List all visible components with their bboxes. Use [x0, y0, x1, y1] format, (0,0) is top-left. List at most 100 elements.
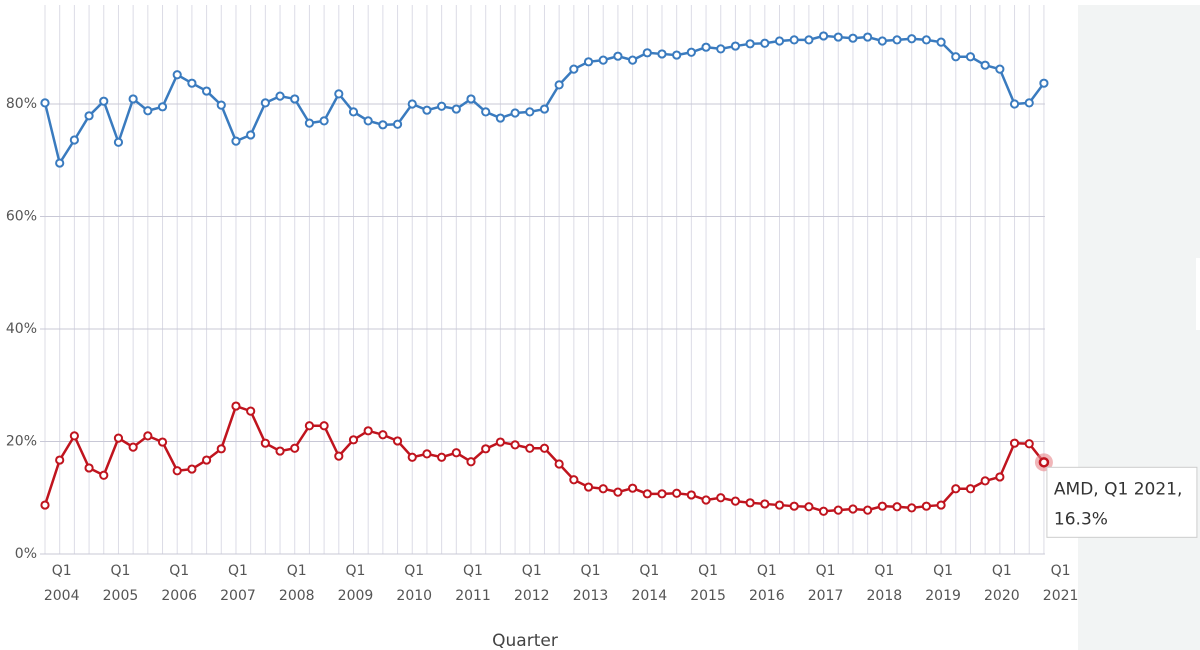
- data-point: [466, 457, 476, 467]
- y-tick-label: 80%: [6, 96, 37, 112]
- data-point: [907, 34, 917, 44]
- data-point: [569, 475, 579, 485]
- data-point: [113, 433, 124, 443]
- x-tick-label: 2012: [514, 588, 550, 604]
- data-point: [157, 102, 168, 112]
- x-tick-label: Q1: [346, 563, 366, 579]
- data-point: [642, 48, 652, 58]
- data-point: [334, 451, 344, 461]
- data-point: [525, 443, 535, 453]
- data-point: [99, 96, 109, 106]
- x-tick-label: 2011: [455, 588, 491, 604]
- x-tick-label: 2021: [1043, 588, 1079, 604]
- data-point: [789, 501, 799, 511]
- x-tick-label: 2010: [396, 588, 432, 604]
- data-point: [613, 51, 623, 61]
- x-tick-label: Q1: [1051, 563, 1071, 579]
- data-point: [539, 443, 550, 453]
- data-point: [40, 98, 50, 108]
- x-tick-label: 2006: [161, 588, 197, 604]
- x-tick-label: 2014: [631, 588, 667, 604]
- data-point: [113, 137, 124, 147]
- x-tick-label: 2013: [573, 588, 609, 604]
- data-point: [84, 111, 94, 121]
- x-tick-label: Q1: [52, 563, 72, 579]
- tooltip: AMD, Q1 2021, 16.3%: [1046, 466, 1198, 538]
- data-point: [407, 452, 417, 462]
- data-point: [304, 421, 315, 431]
- data-point: [290, 443, 300, 453]
- data-point: [760, 499, 770, 509]
- x-tick-label: Q1: [874, 563, 894, 579]
- data-point: [319, 421, 329, 431]
- data-point: [657, 49, 667, 59]
- data-point: [892, 35, 902, 45]
- side-panel: [1078, 5, 1200, 650]
- data-point: [877, 501, 887, 511]
- data-point: [672, 488, 682, 498]
- data-point: [716, 493, 726, 503]
- data-point: [246, 130, 256, 140]
- x-tick-label: 2020: [984, 588, 1020, 604]
- data-point: [892, 502, 902, 512]
- data-point: [657, 489, 667, 499]
- data-point: [466, 94, 476, 104]
- data-point: [495, 113, 505, 123]
- data-point: [598, 484, 608, 494]
- data-point: [848, 33, 858, 43]
- panel-notch: [1196, 258, 1200, 330]
- data-point: [363, 426, 373, 436]
- data-point: [231, 136, 241, 146]
- data-point: [569, 64, 579, 74]
- data-point: [334, 89, 344, 99]
- data-point: [774, 36, 785, 46]
- data-point: [437, 452, 447, 462]
- data-point: [304, 118, 315, 128]
- data-point: [907, 503, 917, 513]
- tooltip-text: 16.3%: [1054, 509, 1108, 529]
- data-point: [598, 55, 608, 65]
- y-tick-label: 60%: [6, 209, 37, 225]
- x-tick-label: Q1: [463, 563, 483, 579]
- data-point: [84, 463, 94, 473]
- data-point: [921, 35, 932, 45]
- data-point: [980, 60, 990, 70]
- data-point: [642, 489, 652, 499]
- data-point: [672, 50, 682, 60]
- data-point: [481, 107, 491, 117]
- grid: [40, 5, 1045, 555]
- y-tick-label: 40%: [6, 321, 37, 337]
- x-tick-label: Q1: [816, 563, 836, 579]
- data-point: [275, 91, 285, 101]
- x-tick-label: 2004: [44, 588, 80, 604]
- data-point: [260, 438, 270, 448]
- data-point: [187, 464, 197, 474]
- data-point: [143, 106, 153, 116]
- data-point: [686, 47, 696, 57]
- data-point: [628, 55, 638, 65]
- data-point: [510, 108, 520, 118]
- axes: Q1 2004 Q1 2005 Q1 2006 Q1 2007 Q1 2008 Q1 2009 Q1 20…: [6, 96, 1079, 604]
- data-point: [422, 449, 432, 459]
- data-point: [818, 31, 829, 41]
- x-tick-label: 2005: [103, 588, 139, 604]
- y-tick-label: 20%: [6, 434, 37, 450]
- data-point: [128, 94, 138, 104]
- data-point: [55, 455, 65, 465]
- data-point: [260, 98, 270, 108]
- x-tick-label: Q1: [169, 563, 189, 579]
- x-tick-label: 2008: [279, 588, 315, 604]
- data-point: [1024, 98, 1034, 108]
- data-point: [99, 470, 109, 480]
- x-tick-label: Q1: [228, 563, 248, 579]
- data-point: [363, 116, 373, 126]
- x-tick-label: Q1: [757, 563, 777, 579]
- data-point: [921, 501, 932, 511]
- x-tick-label: Q1: [581, 563, 601, 579]
- data-point: [201, 86, 212, 96]
- x-tick-label: 2015: [690, 588, 726, 604]
- data-point: [965, 52, 976, 62]
- data-point: [833, 505, 843, 515]
- data-point: [745, 498, 755, 508]
